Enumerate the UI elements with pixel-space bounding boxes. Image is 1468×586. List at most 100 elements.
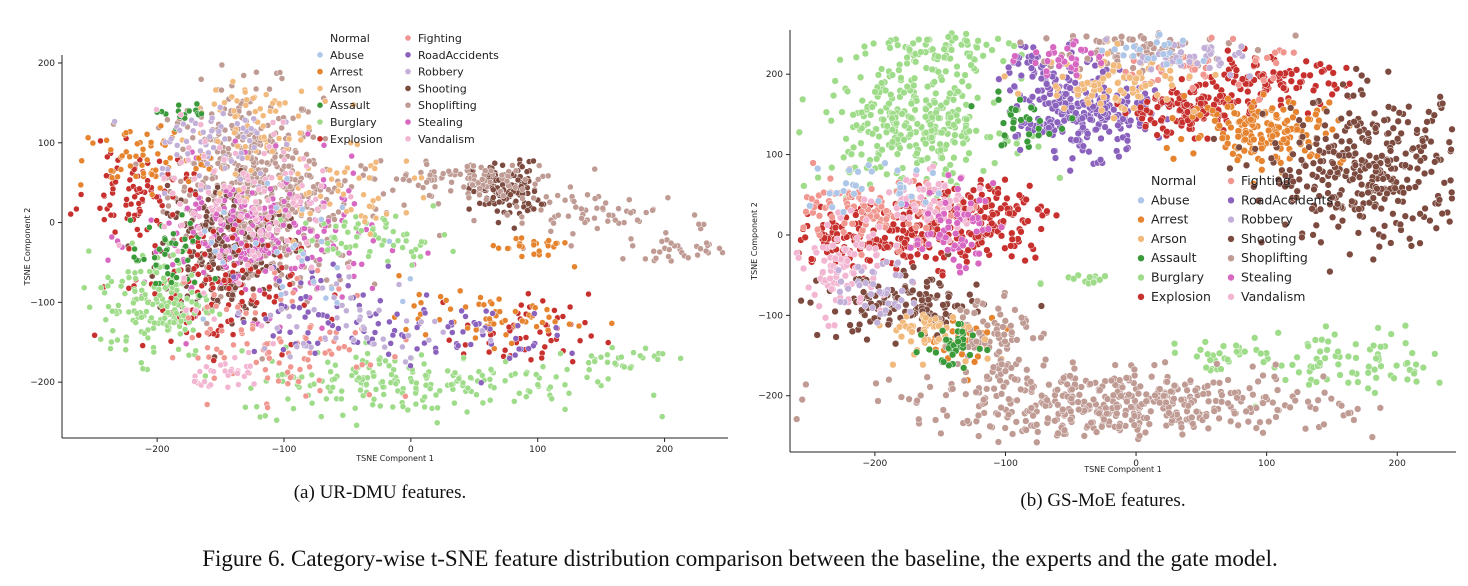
point bbox=[1026, 182, 1034, 190]
point bbox=[868, 103, 876, 111]
point bbox=[264, 180, 271, 187]
point bbox=[310, 278, 318, 285]
point bbox=[319, 284, 326, 292]
point bbox=[1384, 103, 1393, 111]
point bbox=[1005, 209, 1014, 218]
point bbox=[511, 184, 519, 191]
point bbox=[247, 167, 255, 174]
point bbox=[1406, 235, 1414, 243]
point bbox=[1364, 369, 1372, 377]
point bbox=[350, 336, 358, 344]
point bbox=[1311, 336, 1320, 344]
point bbox=[381, 343, 388, 351]
point bbox=[866, 257, 874, 265]
point bbox=[370, 396, 378, 403]
point bbox=[426, 192, 433, 199]
point bbox=[1226, 55, 1234, 64]
point bbox=[318, 324, 326, 332]
point bbox=[250, 292, 257, 299]
point bbox=[1372, 354, 1380, 363]
point bbox=[335, 272, 343, 280]
point bbox=[526, 388, 534, 395]
point bbox=[512, 335, 520, 342]
point bbox=[1405, 184, 1413, 192]
point bbox=[221, 164, 229, 172]
point bbox=[525, 200, 532, 207]
point bbox=[1306, 71, 1314, 79]
point bbox=[164, 309, 172, 316]
point bbox=[476, 191, 483, 199]
cluster-explosion-8 bbox=[67, 135, 199, 239]
point bbox=[273, 204, 280, 212]
point bbox=[185, 178, 192, 185]
point bbox=[341, 168, 348, 176]
point bbox=[1034, 142, 1043, 151]
legend-marker bbox=[405, 102, 411, 108]
point bbox=[1177, 135, 1185, 143]
point bbox=[310, 183, 317, 191]
point bbox=[238, 149, 245, 157]
point bbox=[494, 207, 501, 215]
point bbox=[334, 264, 341, 271]
point bbox=[1072, 136, 1080, 144]
point bbox=[506, 202, 513, 209]
point bbox=[1354, 378, 1362, 386]
point bbox=[210, 144, 217, 151]
point bbox=[269, 340, 277, 347]
point bbox=[604, 351, 611, 359]
point bbox=[1401, 212, 1409, 220]
point bbox=[264, 242, 272, 249]
legend-item-robbery: Robbery bbox=[405, 66, 464, 79]
legend-marker bbox=[405, 119, 411, 125]
point bbox=[277, 291, 285, 298]
point bbox=[132, 152, 140, 160]
point bbox=[994, 35, 1002, 43]
point bbox=[194, 354, 202, 362]
point bbox=[525, 290, 532, 297]
point bbox=[229, 331, 237, 338]
point bbox=[137, 268, 144, 275]
point bbox=[642, 345, 649, 352]
point bbox=[151, 319, 158, 327]
point bbox=[202, 276, 210, 284]
point bbox=[183, 138, 190, 145]
point bbox=[218, 327, 226, 335]
point bbox=[563, 366, 571, 373]
point bbox=[1337, 137, 1346, 146]
point bbox=[239, 267, 246, 274]
point bbox=[982, 41, 991, 49]
point bbox=[1357, 180, 1366, 189]
point bbox=[344, 282, 352, 289]
point bbox=[371, 175, 378, 183]
point bbox=[200, 269, 207, 276]
point bbox=[131, 288, 139, 295]
point bbox=[479, 399, 487, 407]
point bbox=[940, 53, 948, 61]
point bbox=[800, 182, 808, 190]
point bbox=[104, 153, 111, 161]
point bbox=[230, 273, 237, 281]
point bbox=[1375, 243, 1383, 251]
point bbox=[335, 208, 342, 216]
point bbox=[458, 307, 465, 315]
point bbox=[1258, 135, 1266, 143]
point bbox=[216, 190, 224, 197]
point bbox=[883, 170, 891, 178]
point bbox=[829, 91, 838, 100]
point bbox=[420, 194, 427, 201]
point bbox=[588, 352, 595, 360]
point bbox=[1289, 113, 1297, 121]
point bbox=[103, 137, 110, 144]
legend-marker bbox=[317, 52, 323, 58]
point bbox=[814, 173, 822, 182]
point bbox=[131, 245, 138, 253]
point bbox=[578, 215, 585, 222]
point bbox=[486, 376, 494, 383]
point bbox=[1386, 147, 1395, 155]
point bbox=[322, 135, 329, 142]
point bbox=[195, 213, 203, 220]
point bbox=[216, 311, 223, 318]
point bbox=[403, 230, 411, 238]
point bbox=[907, 114, 915, 122]
point bbox=[1122, 145, 1131, 153]
